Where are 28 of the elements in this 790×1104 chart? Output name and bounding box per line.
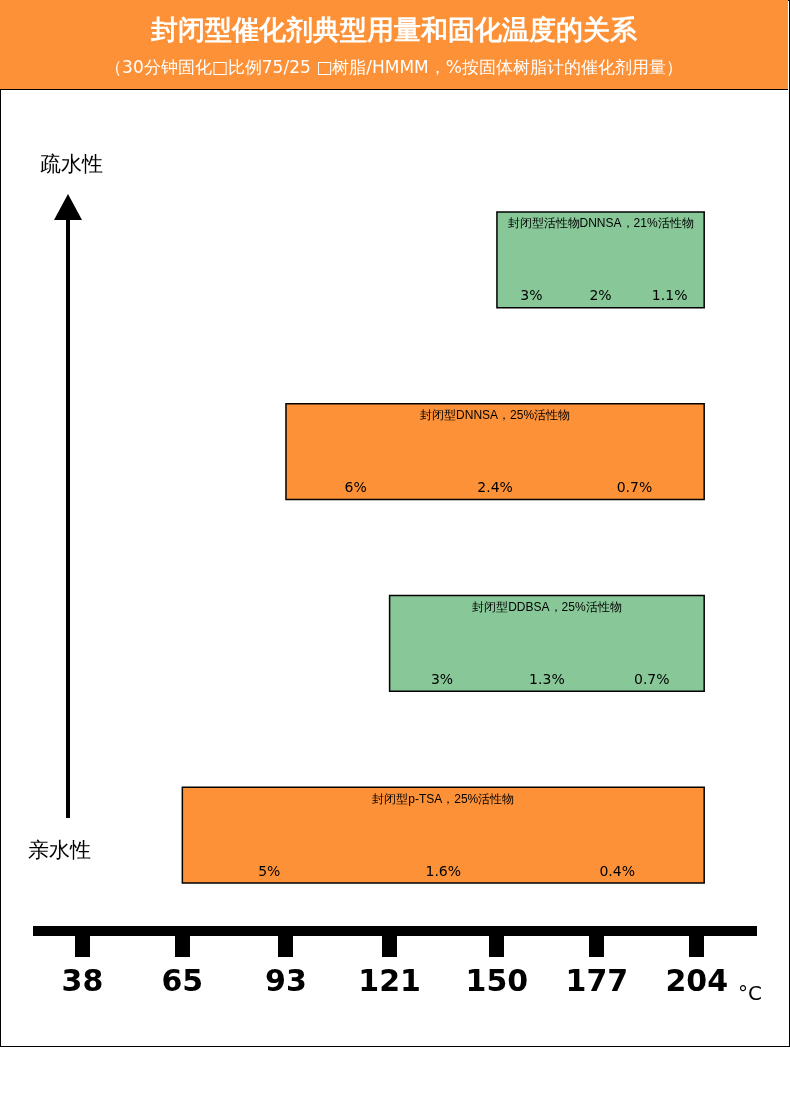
annotation: 1.1% xyxy=(651,287,688,304)
y-tick-label: 封闭型DDBSA，25%活性物 xyxy=(472,599,622,614)
x-tick-label: 177 xyxy=(565,962,629,998)
y-tick-label: 封闭型DNNSA，25%活性物 xyxy=(420,408,571,422)
chart-title: 封闭型催化剂典型用量和固化温度的关系 xyxy=(150,13,638,47)
y-tick-label: 封闭型活性物DNNSA，21%活性物 xyxy=(507,216,694,231)
y-tick-label: 封闭型p-TSA，25%活性物 xyxy=(372,791,515,806)
x-tick-label: 204 xyxy=(665,962,729,998)
x-tick-label: 150 xyxy=(465,962,529,998)
annotation: 3% xyxy=(430,670,454,687)
text: 亲水性 xyxy=(28,837,91,864)
x-tick-label: 65 xyxy=(161,962,204,998)
text: 5% xyxy=(258,862,281,879)
annotation: 0.7% xyxy=(616,479,653,496)
x-tick-label: 38 xyxy=(61,962,104,998)
annotation: 6% xyxy=(344,479,367,496)
x-tick-label: 93 xyxy=(265,962,307,998)
text: 疏水性 xyxy=(40,151,103,178)
x-tick-label: 121 xyxy=(358,962,421,998)
annotation: 1.3% xyxy=(529,670,565,687)
text: 1.6% xyxy=(425,862,462,879)
annotation: 3% xyxy=(520,287,543,304)
annotation: 0.7% xyxy=(633,670,670,687)
x-axis-title: °C xyxy=(738,981,762,1006)
chart-subtitle: （30分钟固化□比例75/25 □树脂/HMMM，%按固体树脂计的催化剂用量） xyxy=(104,56,684,79)
annotation: 2.4% xyxy=(477,479,513,496)
text: 0.4% xyxy=(599,862,635,879)
annotation: 2% xyxy=(589,287,612,304)
